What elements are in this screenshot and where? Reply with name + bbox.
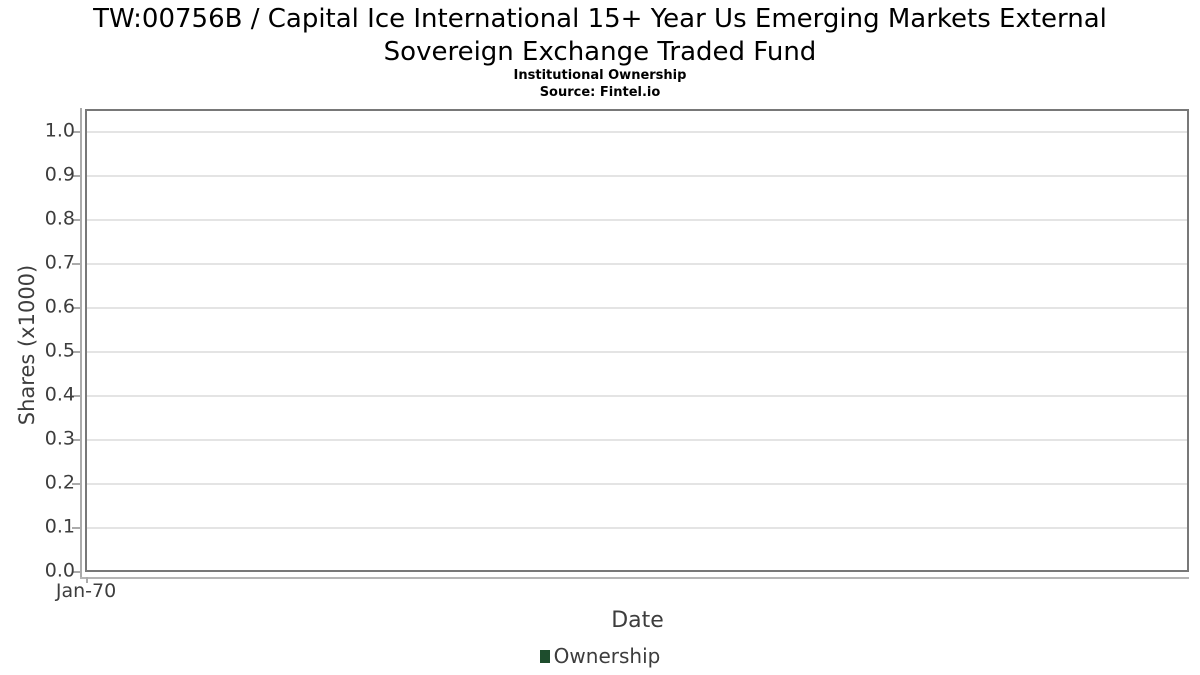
chart-source: Source: Fintel.io xyxy=(539,85,661,100)
y-tick-mark xyxy=(72,527,81,529)
gridline xyxy=(87,527,1187,529)
legend[interactable]: Ownership xyxy=(0,644,1200,668)
y-tick-label: 0.0 xyxy=(44,559,75,582)
chart-title: TW:00756B / Capital Ice International 15… xyxy=(0,3,1200,69)
y-tick-mark xyxy=(72,483,81,485)
gridline xyxy=(87,351,1187,353)
y-tick-mark xyxy=(72,439,81,441)
x-axis-line xyxy=(80,577,1189,579)
ownership-legend-label: Ownership xyxy=(553,644,661,668)
y-tick-mark xyxy=(72,175,81,177)
y-tick-label: 0.6 xyxy=(44,295,75,318)
y-tick-mark xyxy=(72,351,81,353)
x-tick-mark xyxy=(86,577,88,583)
y-tick-mark xyxy=(72,263,81,265)
y-tick-mark xyxy=(72,571,81,573)
x-tick-label: Jan-70 xyxy=(55,580,117,602)
y-tick-label: 0.5 xyxy=(44,339,75,362)
plot-area[interactable] xyxy=(85,109,1189,572)
gridline xyxy=(87,307,1187,309)
ownership-legend-marker xyxy=(539,649,550,663)
y-tick-label: 0.4 xyxy=(44,383,75,406)
gridline xyxy=(87,263,1187,265)
y-tick-label: 0.9 xyxy=(44,163,75,186)
gridline xyxy=(87,219,1187,221)
gridline xyxy=(87,175,1187,177)
gridline xyxy=(87,395,1187,397)
y-tick-label: 0.1 xyxy=(44,515,75,538)
y-axis-line xyxy=(80,108,82,578)
y-tick-mark xyxy=(72,307,81,309)
gridline xyxy=(87,131,1187,133)
gridline xyxy=(87,483,1187,485)
y-tick-mark xyxy=(72,395,81,397)
chart-title-line1: TW:00756B / Capital Ice International 15… xyxy=(93,4,1107,34)
y-tick-mark xyxy=(72,131,81,133)
y-tick-label: 0.3 xyxy=(44,427,75,450)
y-tick-label: 0.2 xyxy=(44,471,75,494)
y-tick-label: 0.7 xyxy=(44,251,75,274)
gridline xyxy=(87,439,1187,441)
chart-subtitle: Institutional Ownership xyxy=(513,68,687,83)
chart-title-line2: Sovereign Exchange Traded Fund xyxy=(383,37,817,67)
y-tick-mark xyxy=(72,219,81,221)
y-tick-label: 0.8 xyxy=(44,207,75,230)
y-tick-label: 1.0 xyxy=(44,119,75,142)
x-axis-title: Date xyxy=(611,608,664,633)
y-axis-title: Shares (x1000) xyxy=(15,264,39,426)
